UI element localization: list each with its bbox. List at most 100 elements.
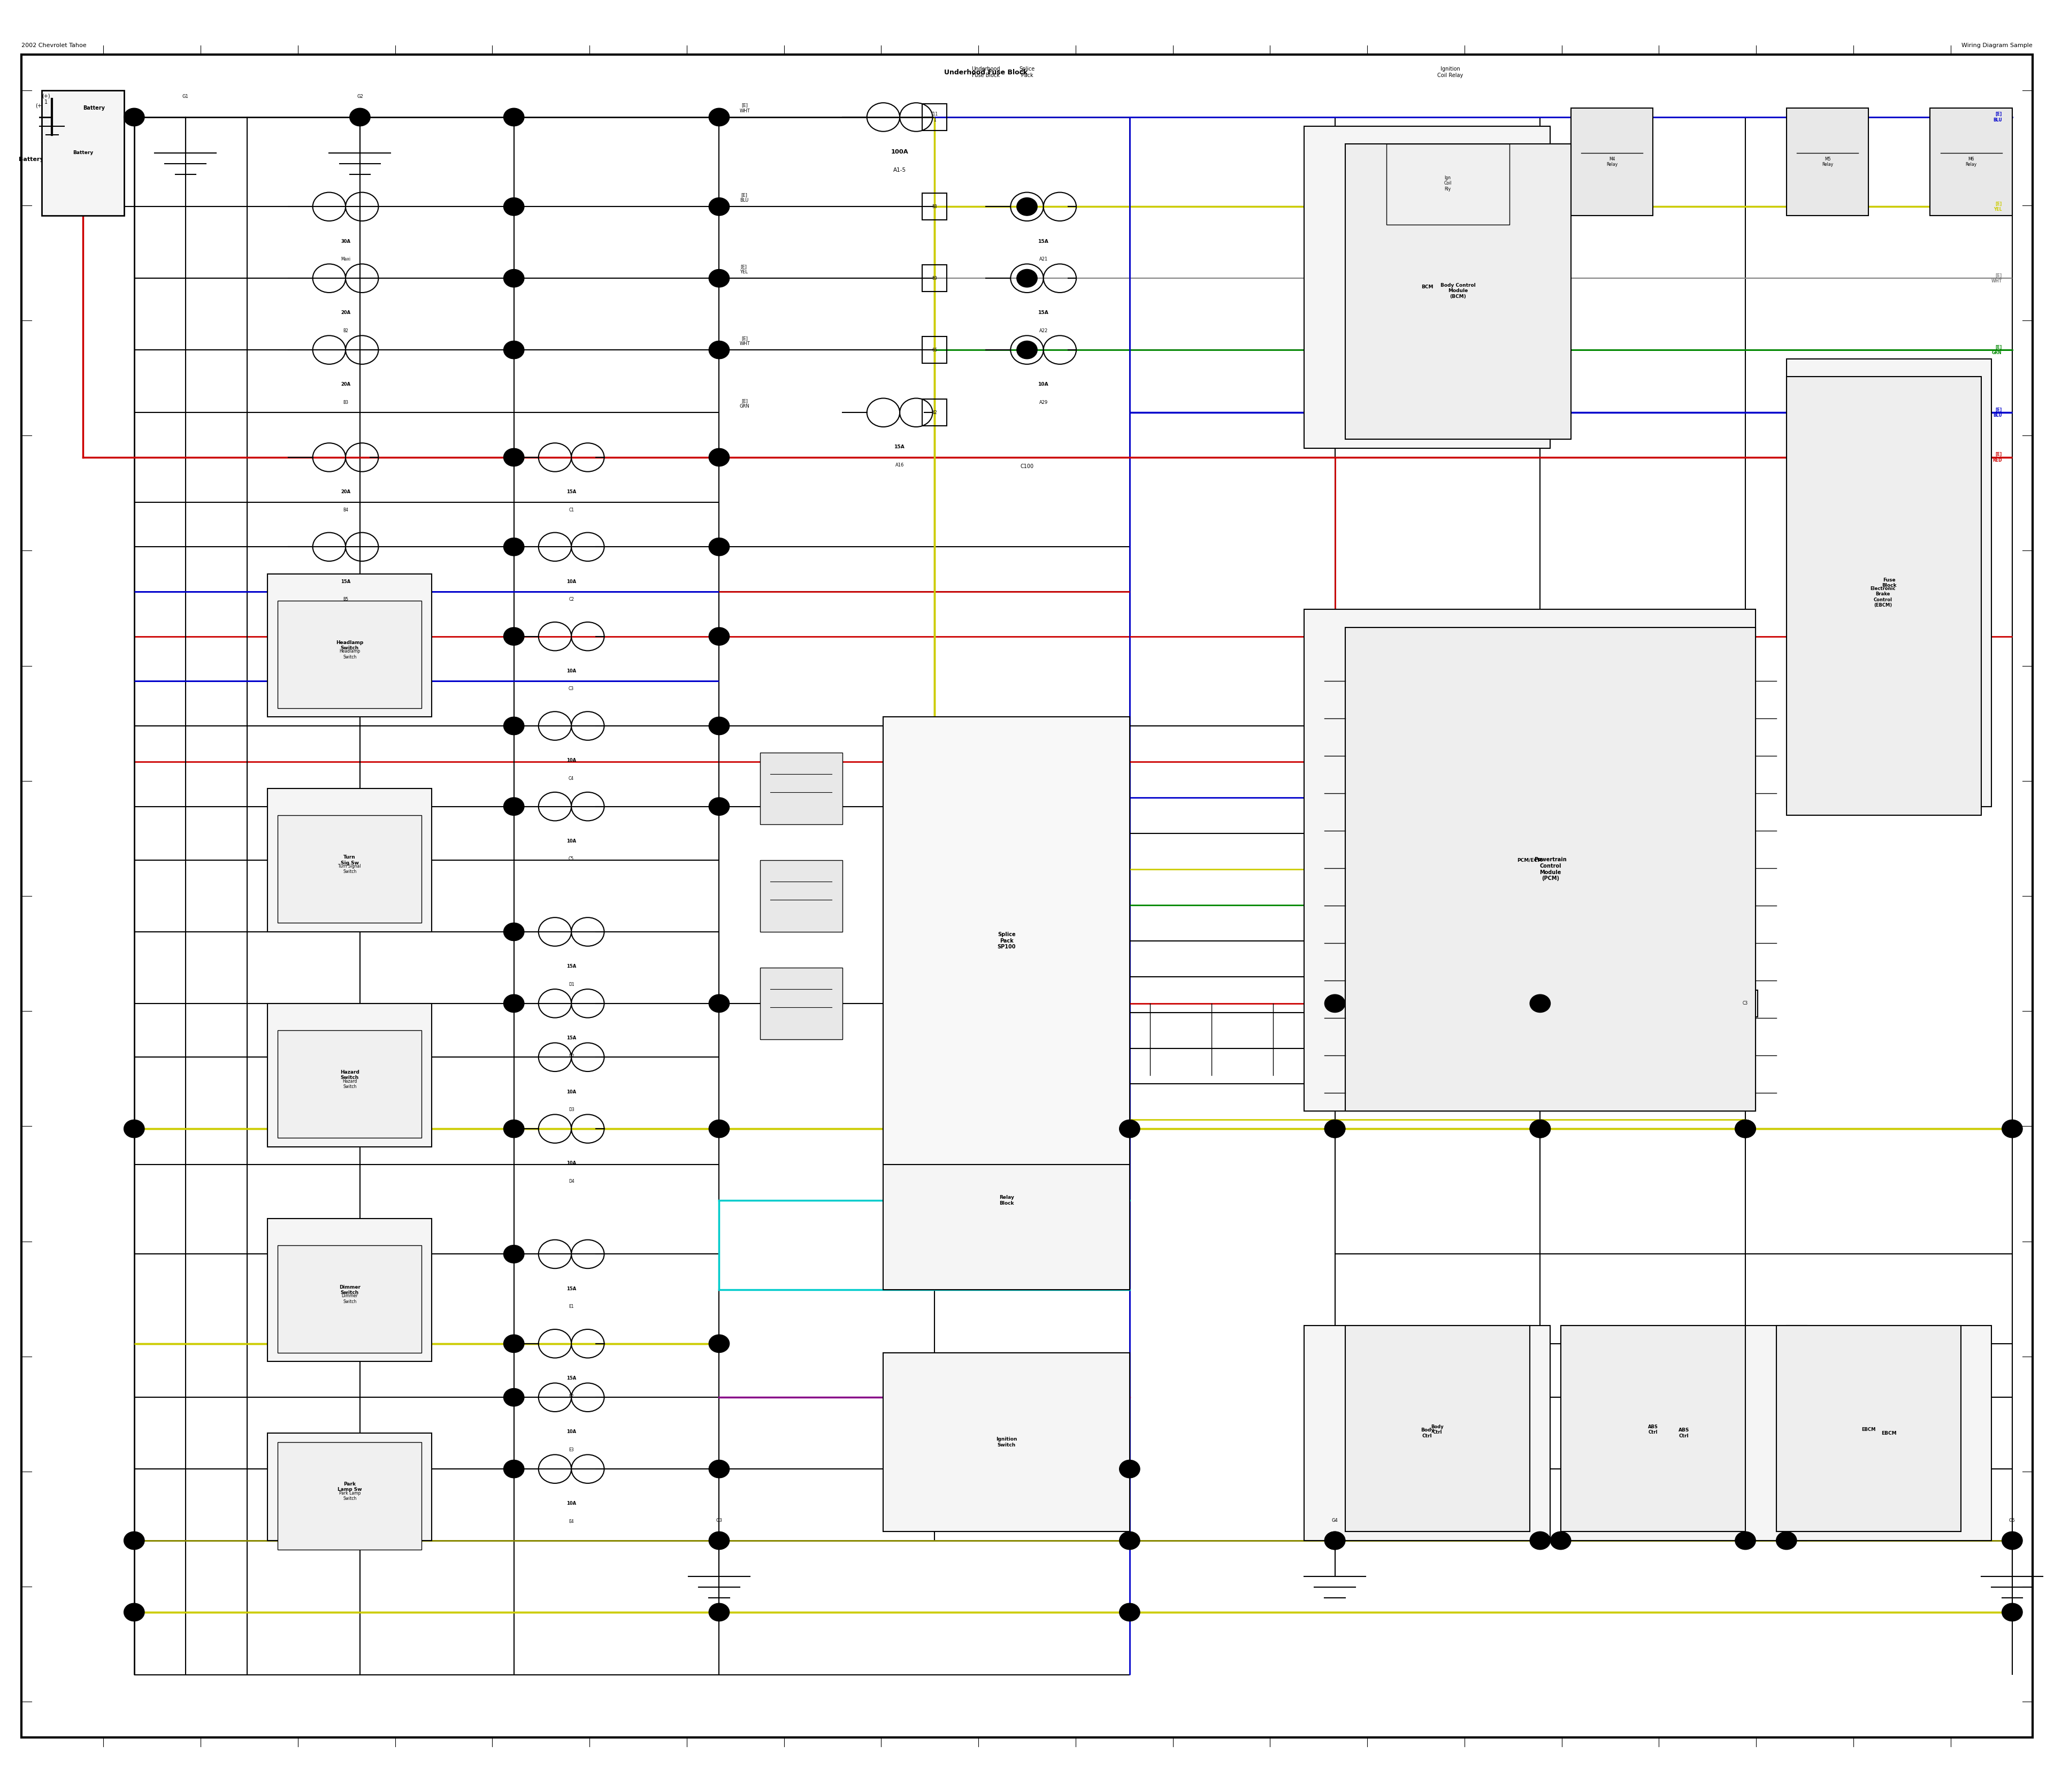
Text: [E]
BLU: [E] BLU [739, 192, 748, 202]
Text: 66: 66 [933, 348, 937, 353]
Text: A21: A21 [1039, 256, 1048, 262]
Bar [922, 337, 947, 364]
Circle shape [503, 1335, 524, 1353]
Text: 10A: 10A [567, 1161, 577, 1167]
Text: C100: C100 [1021, 464, 1033, 470]
Circle shape [1530, 1120, 1551, 1138]
Bar [1304, 125, 1551, 448]
Text: 10A: 10A [567, 1430, 577, 1434]
Text: C2: C2 [1538, 1002, 1543, 1005]
Circle shape [1119, 1604, 1140, 1622]
Bar [267, 1004, 431, 1147]
Text: Turn
Sig Sw: Turn Sig Sw [341, 855, 359, 866]
Text: Body Control
Module
(BCM): Body Control Module (BCM) [1440, 283, 1475, 299]
Text: 15A: 15A [341, 579, 351, 584]
Circle shape [1325, 1120, 1345, 1138]
Bar [922, 265, 947, 292]
Text: 15A: 15A [1037, 238, 1050, 244]
Circle shape [1017, 269, 1037, 287]
Circle shape [709, 627, 729, 645]
Bar [883, 717, 1130, 1165]
Text: M5
Relay: M5 Relay [1822, 156, 1832, 167]
Text: 15A: 15A [567, 1287, 577, 1292]
Text: BCM: BCM [1421, 285, 1434, 290]
Text: 15A: 15A [567, 1376, 577, 1380]
Text: [E]
RED: [E] RED [1992, 452, 2003, 462]
Text: C1: C1 [1333, 1002, 1337, 1005]
Text: EBCM: EBCM [1861, 1426, 1875, 1432]
Bar [760, 968, 842, 1039]
Bar [1777, 1326, 1962, 1532]
Text: Dimmer
Switch: Dimmer Switch [339, 1285, 359, 1296]
Text: Battery: Battery [72, 151, 92, 156]
Bar [277, 600, 421, 708]
Bar [883, 1111, 1130, 1290]
Circle shape [349, 108, 370, 125]
Bar [1571, 108, 1653, 215]
Text: [E]
YEL: [E] YEL [1994, 201, 2003, 211]
Circle shape [1119, 1120, 1140, 1138]
Circle shape [709, 1460, 729, 1478]
Text: Splice
Pack: Splice Pack [1019, 66, 1035, 79]
Circle shape [503, 448, 524, 466]
Text: Headlamp
Switch: Headlamp Switch [339, 649, 359, 659]
Bar [922, 400, 947, 426]
Text: Hazard
Switch: Hazard Switch [343, 1079, 357, 1090]
Text: 15A: 15A [1037, 310, 1050, 315]
Circle shape [503, 797, 524, 815]
Text: 15A: 15A [567, 964, 577, 969]
Circle shape [2003, 1532, 2023, 1550]
Text: 2002 Chevrolet Tahoe: 2002 Chevrolet Tahoe [21, 43, 86, 48]
Bar [267, 1434, 431, 1541]
Text: M4
Relay: M4 Relay [1606, 156, 1619, 167]
Circle shape [123, 1604, 144, 1622]
Circle shape [709, 269, 729, 287]
Text: [E]
BLU: [E] BLU [1992, 111, 2003, 122]
Bar [267, 788, 431, 932]
Bar [267, 573, 431, 717]
Text: 10A: 10A [567, 1502, 577, 1505]
Text: 20A: 20A [341, 382, 351, 387]
Circle shape [503, 269, 524, 287]
Circle shape [2003, 1604, 2023, 1622]
Text: 15A: 15A [893, 444, 906, 450]
Circle shape [503, 1460, 524, 1478]
Text: 10A: 10A [567, 668, 577, 674]
Text: Park Lamp
Switch: Park Lamp Switch [339, 1491, 359, 1502]
Text: 30A: 30A [341, 238, 351, 244]
Text: A22: A22 [1039, 328, 1048, 333]
Text: Ignition
Coil Relay: Ignition Coil Relay [1438, 66, 1462, 79]
Circle shape [2003, 1120, 2023, 1138]
Circle shape [1530, 1532, 1551, 1550]
Bar [1931, 108, 2013, 215]
Text: (+): (+) [35, 102, 43, 108]
Text: 100A: 100A [891, 149, 908, 154]
Circle shape [503, 995, 524, 1012]
Circle shape [1551, 1532, 1571, 1550]
Text: C1: C1 [569, 507, 573, 513]
Circle shape [1530, 1120, 1551, 1138]
Circle shape [503, 1120, 524, 1138]
Bar [1323, 989, 1347, 1016]
Bar [277, 1443, 421, 1550]
Circle shape [1530, 995, 1551, 1012]
Bar [277, 1030, 421, 1138]
Text: 10A: 10A [567, 1090, 577, 1095]
Text: Dimmer
Switch: Dimmer Switch [341, 1294, 357, 1305]
Bar [760, 753, 842, 824]
Text: [E]
BLU: [E] BLU [1992, 407, 2003, 418]
Bar [277, 815, 421, 923]
Circle shape [709, 108, 729, 125]
Text: G5: G5 [2009, 1518, 2015, 1523]
Bar [41, 90, 123, 215]
Bar [922, 194, 947, 220]
Bar [1561, 1326, 1808, 1541]
Text: Wiring Diagram Sample: Wiring Diagram Sample [1962, 43, 2033, 48]
Circle shape [503, 1245, 524, 1263]
Text: D3: D3 [569, 1107, 575, 1113]
Circle shape [123, 1532, 144, 1550]
Text: A1-5: A1-5 [893, 167, 906, 172]
Circle shape [709, 448, 729, 466]
Text: 59: 59 [933, 276, 937, 281]
Text: D2: D2 [569, 1054, 575, 1059]
